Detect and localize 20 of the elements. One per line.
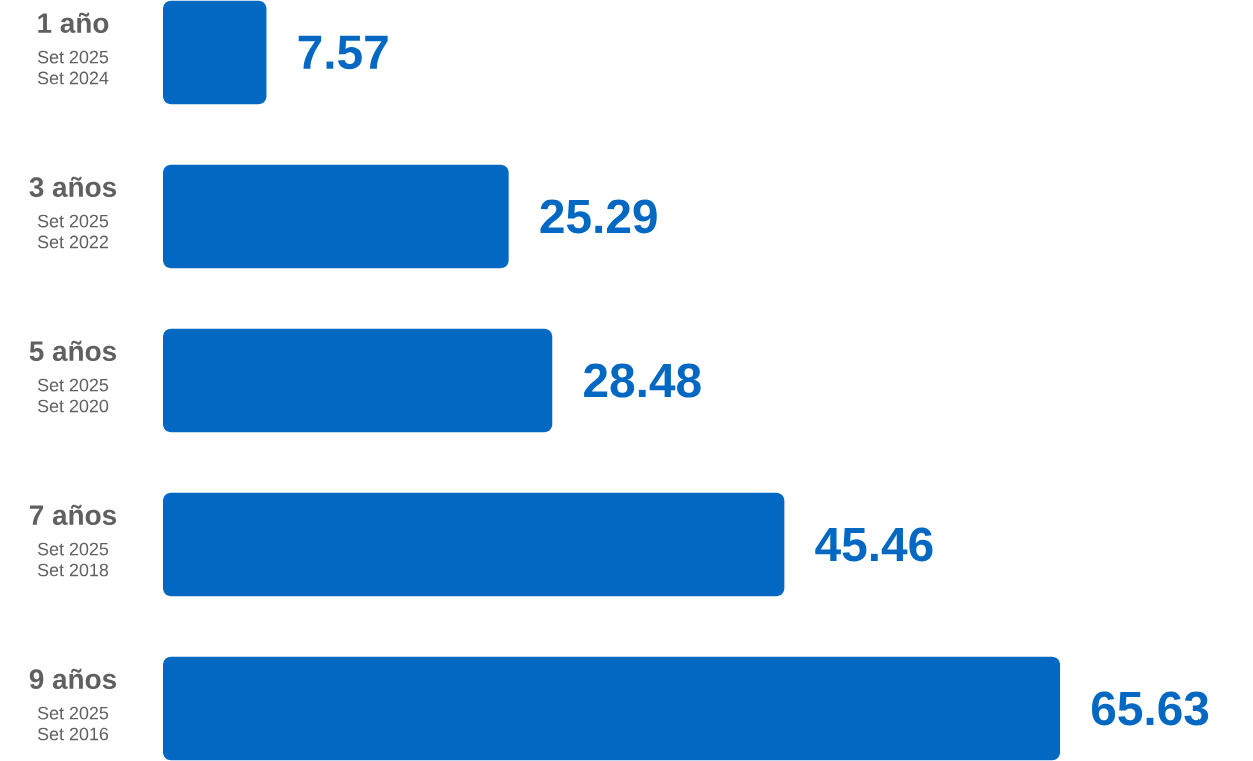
bar <box>163 328 553 433</box>
text: Set 2025 Set 2016 <box>37 706 109 741</box>
data-label: 25.29 <box>540 199 657 234</box>
bar <box>163 656 1061 761</box>
bar <box>163 0 267 105</box>
data-label: 7.57 <box>298 35 388 70</box>
y-tick-label: 3 años <box>29 176 117 198</box>
data-label: 65.63 <box>1091 691 1209 726</box>
text: Set 2025 Set 2018 <box>37 542 109 577</box>
y-tick-label: 5 años <box>29 340 117 362</box>
text: Set 2025 Set 2020 <box>37 378 109 413</box>
y-tick-label: 1 año <box>38 12 109 34</box>
data-label: 28.48 <box>584 363 701 398</box>
data-label: 45.46 <box>815 527 933 562</box>
text: Set 2025 Set 2022 <box>37 214 109 249</box>
y-tick-label: 7 años <box>30 504 117 526</box>
bar <box>163 492 785 597</box>
bar <box>163 164 509 269</box>
y-tick-label: 9 años <box>29 668 117 690</box>
text: Set 2025 Set 2024 <box>37 50 109 85</box>
